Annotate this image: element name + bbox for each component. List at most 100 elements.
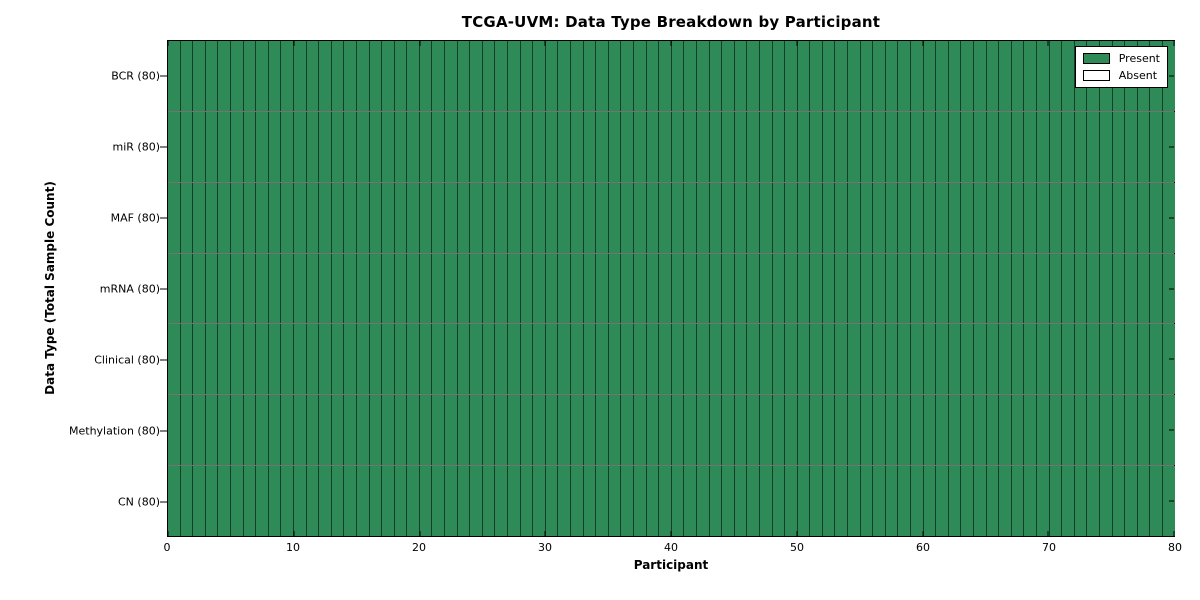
heatmap-cell — [369, 324, 383, 395]
heatmap-cell — [608, 395, 622, 466]
heatmap-cell — [1074, 324, 1088, 395]
heatmap-cell — [709, 41, 723, 111]
heatmap-cell — [256, 324, 269, 395]
heatmap-cell — [1011, 111, 1025, 182]
heatmap-cell — [1036, 41, 1050, 111]
heatmap-cell — [533, 253, 546, 324]
heatmap-cell — [709, 253, 723, 324]
heatmap-cell — [168, 41, 181, 111]
heatmap-cell — [848, 395, 861, 466]
heatmap-cell — [1074, 253, 1088, 324]
heatmap-cell — [822, 111, 836, 182]
heatmap-cell — [633, 395, 647, 466]
heatmap-cell — [747, 324, 760, 395]
heatmap-cell — [999, 395, 1012, 466]
heatmap-cell — [684, 111, 697, 182]
heatmap-cell — [1074, 182, 1088, 253]
x-axis-tick-bottom — [670, 531, 672, 536]
heatmap-cell — [268, 324, 282, 395]
heatmap-cell — [596, 182, 609, 253]
heatmap-cell — [180, 182, 194, 253]
heatmap-cell — [1049, 111, 1063, 182]
heatmap-cell — [633, 253, 647, 324]
heatmap-cell — [1099, 395, 1113, 466]
heatmap-cell — [860, 182, 874, 253]
heatmap-cell — [722, 111, 735, 182]
heatmap-cell — [1137, 395, 1151, 466]
heatmap-cell — [1137, 466, 1151, 537]
x-tick-label-0: 0 — [163, 541, 171, 554]
heatmap-cell — [659, 111, 672, 182]
heatmap-cell — [1162, 41, 1175, 111]
heatmap-cell — [936, 395, 949, 466]
heatmap-cell — [898, 41, 912, 111]
heatmap-cell — [482, 466, 496, 537]
heatmap-cell — [382, 324, 395, 395]
heatmap-cell — [407, 182, 420, 253]
heatmap-cell — [533, 182, 546, 253]
heatmap-cell — [1062, 253, 1075, 324]
heatmap-cell — [671, 324, 685, 395]
heatmap-cell — [218, 41, 231, 111]
heatmap-cell — [457, 111, 471, 182]
heatmap-cell — [243, 111, 257, 182]
heatmap-cell — [696, 182, 710, 253]
heatmap-cell — [1099, 111, 1113, 182]
heatmap-cell — [369, 253, 383, 324]
heatmap-cell — [961, 253, 974, 324]
heatmap-cell — [205, 41, 219, 111]
heatmap-cell — [709, 182, 723, 253]
heatmap-cell — [520, 395, 534, 466]
heatmap-cell — [1162, 466, 1175, 537]
heatmap-cell — [482, 395, 496, 466]
heatmap-cell — [281, 111, 294, 182]
heatmap-cell — [885, 111, 899, 182]
heatmap-cell — [1112, 253, 1126, 324]
heatmap-cell — [747, 182, 760, 253]
heatmap-cell — [545, 466, 559, 537]
heatmap-cell — [508, 253, 521, 324]
x-axis-tick-top — [670, 41, 672, 46]
heatmap-cell — [419, 111, 433, 182]
heatmap-cell — [659, 395, 672, 466]
heatmap-cell — [356, 253, 370, 324]
heatmap-cell — [772, 182, 786, 253]
heatmap-cell — [785, 324, 798, 395]
heatmap-cell — [923, 182, 937, 253]
heatmap-cell — [785, 253, 798, 324]
heatmap-cell — [319, 111, 332, 182]
heatmap-cell — [1112, 466, 1126, 537]
x-tick-label-10: 10 — [286, 541, 300, 554]
heatmap-cell — [482, 253, 496, 324]
heatmap-cell — [848, 253, 861, 324]
heatmap-cell — [646, 466, 660, 537]
y-axis-tick — [160, 501, 167, 502]
heatmap-cell — [394, 253, 408, 324]
heatmap-cell — [1024, 395, 1037, 466]
heatmap-cell — [193, 324, 206, 395]
heatmap-cell — [1150, 182, 1163, 253]
heatmap-cell — [659, 41, 672, 111]
heatmap-cell — [495, 324, 509, 395]
heatmap-cell — [306, 182, 320, 253]
heatmap-cell — [432, 324, 446, 395]
heatmap-cell — [759, 253, 773, 324]
heatmap-cell — [1150, 395, 1163, 466]
heatmap-cell — [848, 466, 861, 537]
heatmap-cell — [696, 253, 710, 324]
heatmap-cell — [633, 111, 647, 182]
heatmap-cell — [281, 41, 294, 111]
heatmap-cell — [810, 324, 823, 395]
heatmap-cell — [268, 395, 282, 466]
heatmap-cell — [759, 182, 773, 253]
heatmap-cell — [331, 324, 345, 395]
legend-label-absent: Absent — [1118, 69, 1158, 82]
heatmap-cell — [180, 111, 194, 182]
heatmap-cell — [470, 41, 483, 111]
heatmap-cell — [520, 41, 534, 111]
heatmap-cell — [885, 324, 899, 395]
heatmap-cell — [621, 111, 634, 182]
heatmap-cell — [1162, 182, 1175, 253]
x-axis-tick-top — [1047, 41, 1049, 46]
heatmap-cell — [911, 253, 924, 324]
